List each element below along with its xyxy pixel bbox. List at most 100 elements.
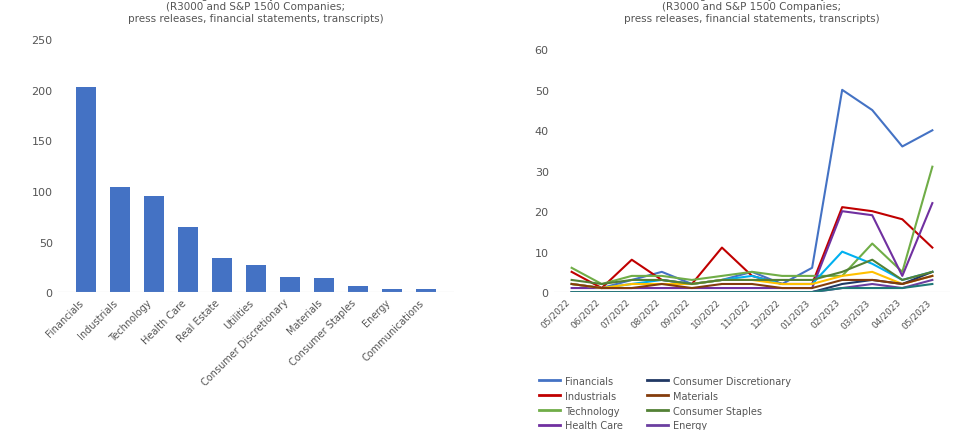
Health Care bbox=[686, 286, 698, 291]
Technology bbox=[897, 270, 908, 275]
Real Estate bbox=[626, 282, 637, 287]
Utilities bbox=[926, 273, 938, 279]
Financials bbox=[686, 282, 698, 287]
Consumer Staples bbox=[926, 270, 938, 275]
Communications bbox=[716, 290, 728, 295]
Consumer Staples bbox=[746, 278, 757, 283]
Energy bbox=[565, 290, 577, 295]
Health Care bbox=[746, 286, 757, 291]
Technology bbox=[867, 241, 878, 246]
Line: Technology: Technology bbox=[571, 167, 932, 284]
Industrials bbox=[596, 286, 608, 291]
Communications bbox=[867, 286, 878, 291]
Industrials bbox=[565, 270, 577, 275]
Health Care bbox=[806, 286, 818, 291]
Industrials bbox=[806, 282, 818, 287]
Health Care bbox=[716, 286, 728, 291]
Financials bbox=[867, 108, 878, 114]
Industrials bbox=[746, 273, 757, 279]
Real Estate bbox=[806, 282, 818, 287]
Health Care bbox=[897, 273, 908, 279]
Financials bbox=[746, 270, 757, 275]
Real Estate bbox=[867, 261, 878, 267]
Bar bbox=[416, 289, 437, 292]
Consumer Staples bbox=[777, 278, 788, 283]
Materials bbox=[926, 273, 938, 279]
Technology bbox=[716, 273, 728, 279]
Communications bbox=[806, 290, 818, 295]
Real Estate bbox=[777, 282, 788, 287]
Utilities bbox=[716, 278, 728, 283]
Technology bbox=[926, 165, 938, 170]
Line: Utilities: Utilities bbox=[571, 272, 932, 289]
Line: Materials: Materials bbox=[571, 276, 932, 289]
Utilities bbox=[897, 282, 908, 287]
Energy bbox=[656, 290, 667, 295]
Energy bbox=[777, 290, 788, 295]
Health Care bbox=[596, 286, 608, 291]
Industrials bbox=[656, 278, 667, 283]
Real Estate bbox=[716, 278, 728, 283]
Technology bbox=[656, 273, 667, 279]
Industrials bbox=[686, 282, 698, 287]
Financials bbox=[806, 266, 818, 271]
Consumer Staples bbox=[897, 278, 908, 283]
Communications bbox=[897, 286, 908, 291]
Bar bbox=[314, 278, 334, 292]
Financials bbox=[897, 144, 908, 150]
Health Care bbox=[656, 286, 667, 291]
Industrials bbox=[777, 282, 788, 287]
Consumer Staples bbox=[656, 278, 667, 283]
Energy bbox=[596, 290, 608, 295]
Health Care bbox=[565, 286, 577, 291]
Utilities bbox=[626, 282, 637, 287]
Consumer Discretionary bbox=[777, 290, 788, 295]
Health Care bbox=[867, 213, 878, 218]
Consumer Discretionary bbox=[626, 290, 637, 295]
Energy bbox=[897, 286, 908, 291]
Energy bbox=[867, 282, 878, 287]
Real Estate bbox=[596, 286, 608, 291]
Industrials bbox=[897, 217, 908, 222]
Line: Health Care: Health Care bbox=[571, 204, 932, 289]
Health Care bbox=[836, 209, 848, 214]
Consumer Discretionary bbox=[806, 290, 818, 295]
Consumer Staples bbox=[806, 278, 818, 283]
Consumer Discretionary bbox=[746, 290, 757, 295]
Utilities bbox=[746, 278, 757, 283]
Bar bbox=[348, 286, 369, 292]
Bar bbox=[279, 277, 300, 292]
Utilities bbox=[656, 282, 667, 287]
Industrials bbox=[626, 258, 637, 263]
Line: Real Estate: Real Estate bbox=[571, 252, 932, 289]
Real Estate bbox=[686, 282, 698, 287]
Consumer Staples bbox=[565, 278, 577, 283]
Bar bbox=[382, 289, 402, 292]
Bar bbox=[246, 265, 266, 292]
Consumer Staples bbox=[836, 270, 848, 275]
Consumer Staples bbox=[686, 282, 698, 287]
Real Estate bbox=[926, 270, 938, 275]
Real Estate bbox=[746, 273, 757, 279]
Technology bbox=[806, 273, 818, 279]
Communications bbox=[746, 290, 757, 295]
Consumer Discretionary bbox=[836, 282, 848, 287]
Technology bbox=[777, 273, 788, 279]
Communications bbox=[836, 286, 848, 291]
Technology bbox=[686, 278, 698, 283]
Energy bbox=[686, 290, 698, 295]
Line: Communications: Communications bbox=[571, 284, 932, 292]
Materials bbox=[596, 286, 608, 291]
Line: Consumer Staples: Consumer Staples bbox=[571, 260, 932, 284]
Utilities bbox=[596, 286, 608, 291]
Financials bbox=[716, 278, 728, 283]
Materials bbox=[867, 278, 878, 283]
Title: Total Debt Ceiling Mentions By Sector Past 12 Months
(R3000 and S&P 1500 Compani: Total Debt Ceiling Mentions By Sector Pa… bbox=[116, 0, 396, 24]
Consumer Discretionary bbox=[716, 290, 728, 295]
Materials bbox=[626, 286, 637, 291]
Utilities bbox=[836, 273, 848, 279]
Health Care bbox=[777, 286, 788, 291]
Technology bbox=[565, 266, 577, 271]
Industrials bbox=[836, 205, 848, 210]
Line: Industrials: Industrials bbox=[571, 208, 932, 289]
